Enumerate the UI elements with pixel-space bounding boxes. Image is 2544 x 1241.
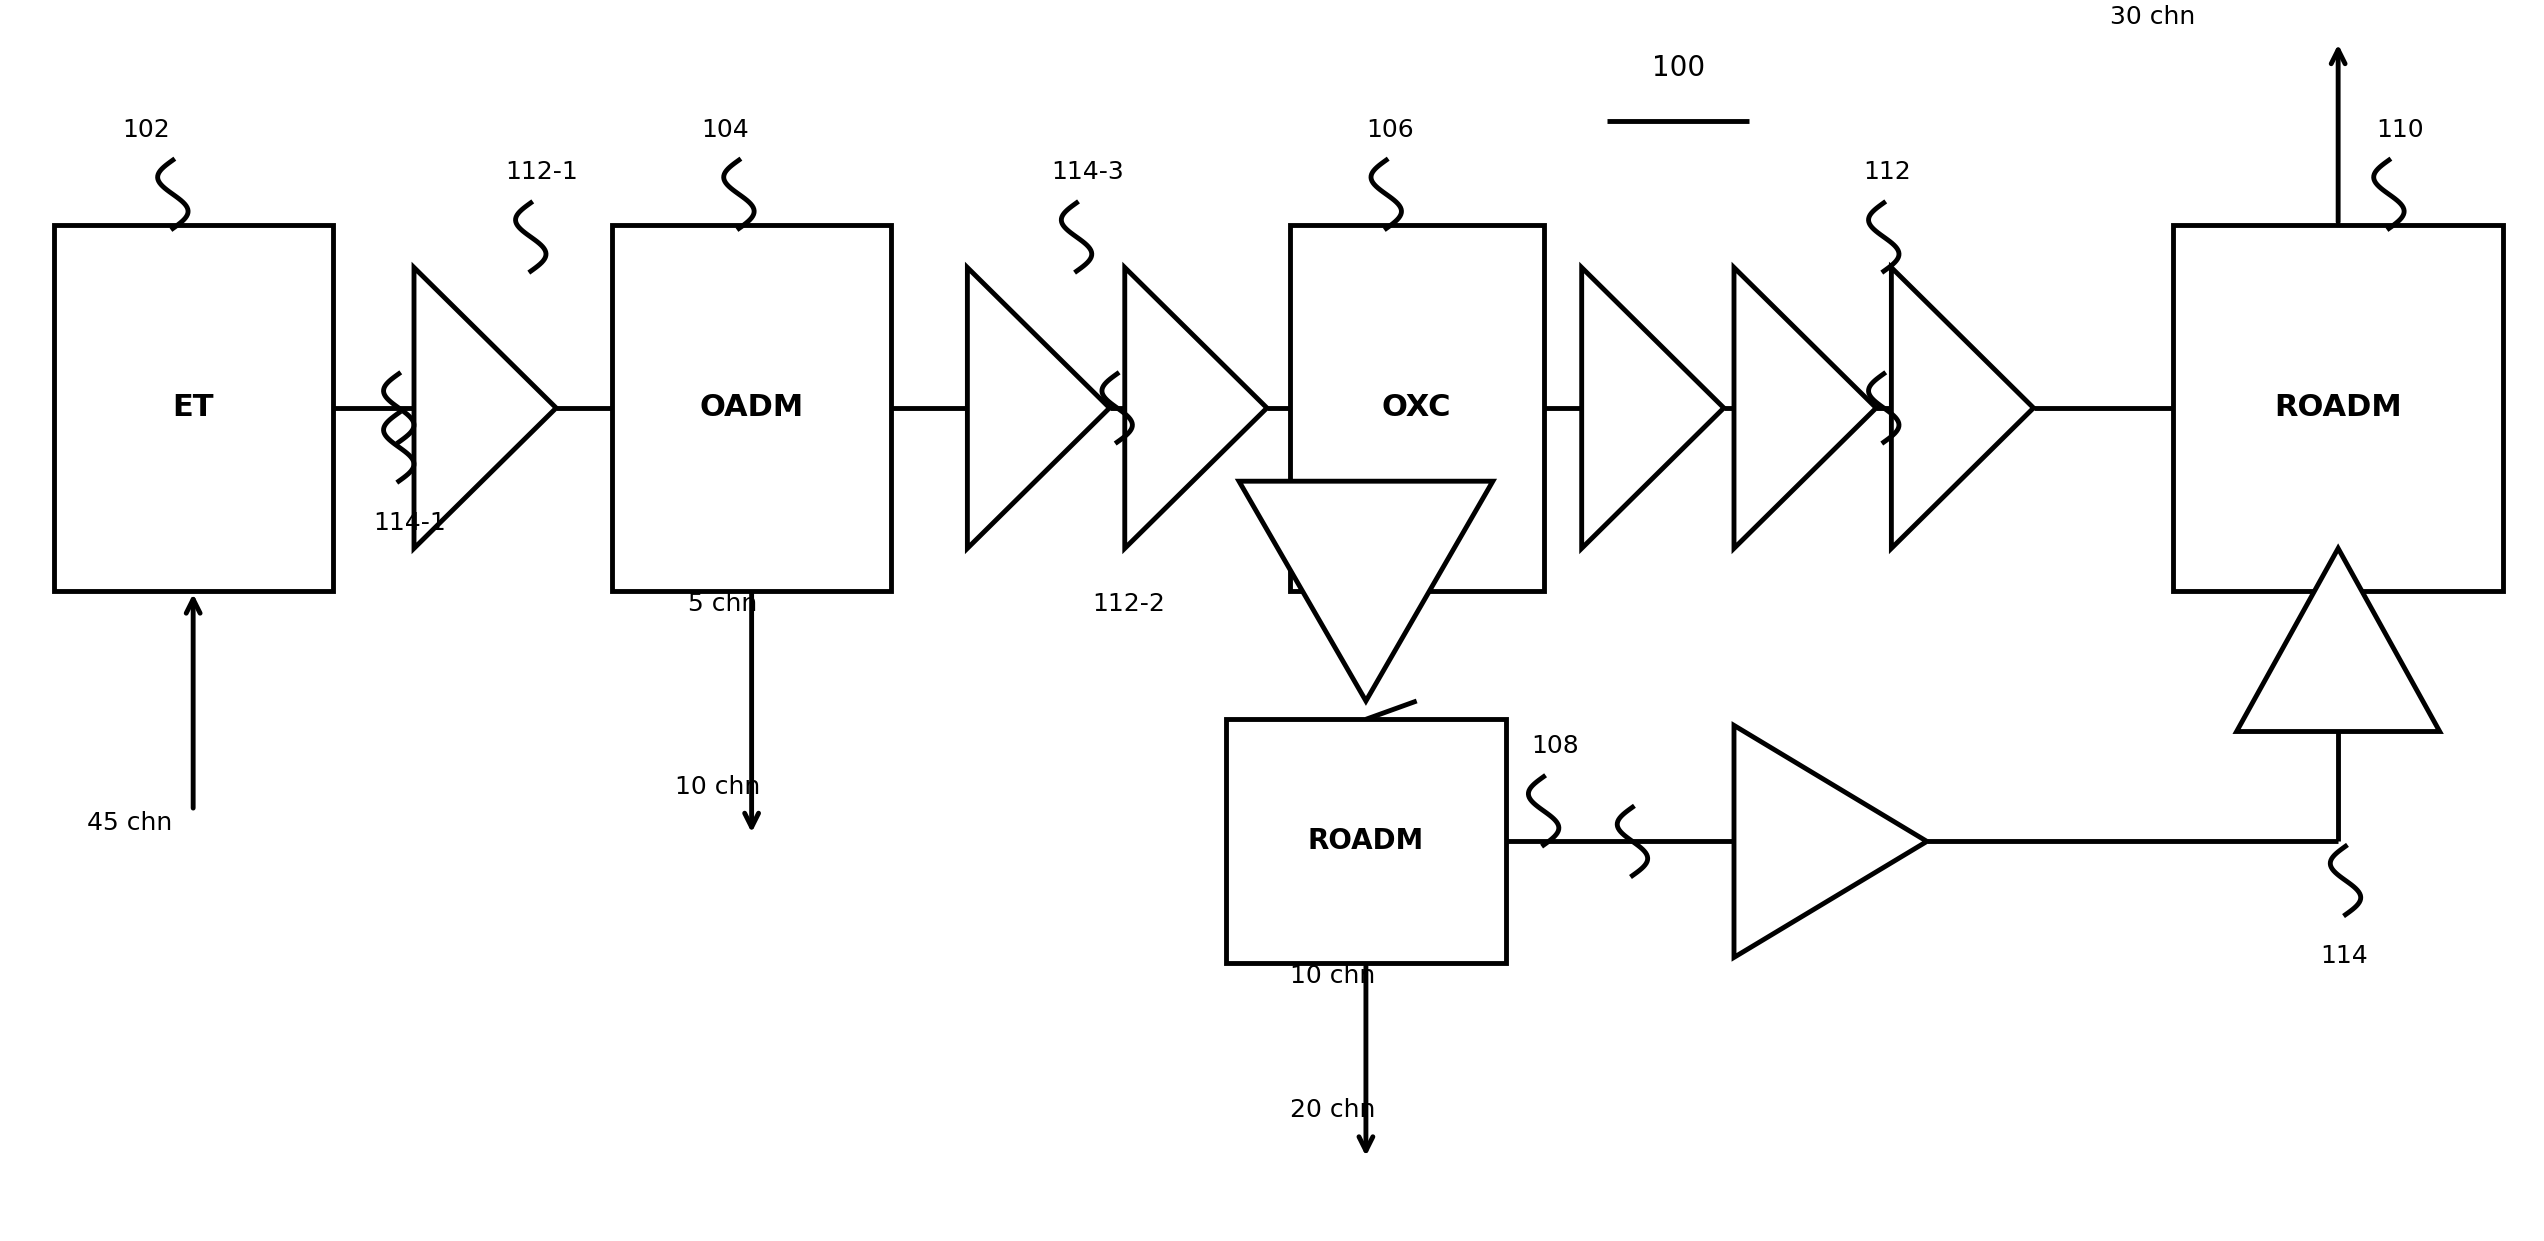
- Text: 102: 102: [122, 118, 170, 141]
- Bar: [1226, 720, 1506, 963]
- Polygon shape: [1890, 268, 2033, 549]
- Text: 10 chn: 10 chn: [1290, 964, 1374, 988]
- Polygon shape: [1239, 482, 1493, 701]
- Bar: [1290, 225, 1544, 591]
- Text: 10 chn: 10 chn: [677, 774, 761, 799]
- Text: 114-1: 114-1: [374, 511, 445, 535]
- Text: 30 chn: 30 chn: [2109, 5, 2195, 30]
- Text: 108: 108: [1531, 735, 1580, 758]
- Text: 112-1: 112-1: [506, 160, 577, 185]
- Text: 5 chn: 5 chn: [689, 592, 758, 616]
- Text: 45 chn: 45 chn: [86, 812, 173, 835]
- Text: 100: 100: [1651, 53, 1704, 82]
- Text: 106: 106: [1366, 118, 1414, 141]
- Text: 112-2: 112-2: [1091, 592, 1165, 616]
- Text: ROADM: ROADM: [2274, 393, 2402, 422]
- Bar: [53, 225, 333, 591]
- Polygon shape: [2236, 549, 2440, 731]
- Text: 104: 104: [700, 118, 748, 141]
- Polygon shape: [1735, 726, 1926, 957]
- Text: 20 chn: 20 chn: [1290, 1098, 1376, 1122]
- Text: ROADM: ROADM: [1308, 828, 1425, 855]
- Text: 114-3: 114-3: [1051, 160, 1124, 185]
- Polygon shape: [415, 268, 557, 549]
- Bar: [2173, 225, 2503, 591]
- Polygon shape: [967, 268, 1109, 549]
- Text: OADM: OADM: [700, 393, 804, 422]
- Text: 114: 114: [2320, 944, 2368, 968]
- Polygon shape: [1582, 268, 1725, 549]
- Polygon shape: [1735, 268, 1875, 549]
- Text: 112: 112: [1862, 160, 1911, 185]
- Text: ET: ET: [173, 393, 214, 422]
- Text: 110: 110: [2376, 118, 2424, 141]
- Text: OXC: OXC: [1381, 393, 1453, 422]
- Bar: [613, 225, 890, 591]
- Polygon shape: [1124, 268, 1267, 549]
